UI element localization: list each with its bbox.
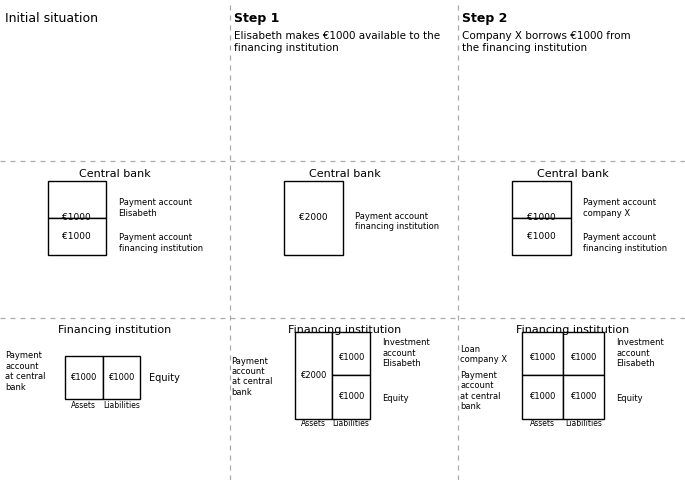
Text: Assets: Assets [71,401,96,410]
Bar [522,375,563,419]
Text: Step 1: Step 1 [234,12,279,25]
Text: €1000: €1000 [530,393,556,401]
Text: €1000: €1000 [62,214,91,222]
Text: Equity: Equity [382,394,409,403]
Bar [48,218,106,255]
Text: Liabilities: Liabilities [565,419,602,428]
Text: €2000: €2000 [300,371,326,380]
Text: Central bank: Central bank [79,169,151,179]
Text: Payment account
Elisabeth: Payment account Elisabeth [119,198,192,217]
Bar [332,375,370,419]
Text: Payment account
financing institution: Payment account financing institution [119,233,203,252]
Text: Payment account
company X: Payment account company X [583,198,656,217]
Text: €1000: €1000 [571,353,597,361]
Text: Financing institution: Financing institution [58,325,172,335]
Text: Loan
company X: Loan company X [460,345,508,364]
Bar [522,332,563,375]
Text: Payment account
financing institution: Payment account financing institution [355,212,439,231]
Text: Investment
account
Elisabeth: Investment account Elisabeth [382,338,430,368]
Text: €1000: €1000 [527,214,556,222]
Bar [65,356,103,399]
Text: Financing institution: Financing institution [516,325,630,335]
Text: Financing institution: Financing institution [288,325,401,335]
Text: Investment
account
Elisabeth: Investment account Elisabeth [616,338,664,368]
Text: €1000: €1000 [62,232,91,241]
Text: Central bank: Central bank [537,169,608,179]
Bar [512,181,571,218]
Bar [563,375,604,419]
Bar [48,181,106,218]
Text: €1000: €1000 [108,373,134,382]
Text: €1000: €1000 [530,353,556,361]
Text: Step 2: Step 2 [462,12,508,25]
Text: €1000: €1000 [338,393,364,401]
Text: Initial situation: Initial situation [5,12,99,25]
Text: Equity: Equity [149,373,180,383]
Text: Assets: Assets [301,419,325,428]
Bar [332,332,370,375]
Text: Assets: Assets [530,419,555,428]
Bar [512,218,571,255]
Text: €1000: €1000 [571,393,597,401]
Text: Payment
account
at central
bank: Payment account at central bank [460,371,501,411]
Bar [284,181,342,255]
Bar [295,332,332,419]
Text: €1000: €1000 [527,232,556,241]
Text: Elisabeth makes €1000 available to the
financing institution: Elisabeth makes €1000 available to the f… [234,31,440,53]
Text: €1000: €1000 [338,353,364,361]
Text: Liabilities: Liabilities [103,401,140,410]
Text: €2000: €2000 [299,214,327,222]
Bar [103,356,140,399]
Text: Payment account
financing institution: Payment account financing institution [583,233,667,252]
Text: Payment
account
at central
bank: Payment account at central bank [5,351,46,392]
Text: Liabilities: Liabilities [332,419,369,428]
Bar [563,332,604,375]
Text: Equity: Equity [616,394,643,403]
Text: Company X borrows €1000 from
the financing institution: Company X borrows €1000 from the financi… [462,31,631,53]
Text: Payment
account
at central
bank: Payment account at central bank [232,357,272,397]
Text: €1000: €1000 [71,373,97,382]
Text: Central bank: Central bank [309,169,380,179]
